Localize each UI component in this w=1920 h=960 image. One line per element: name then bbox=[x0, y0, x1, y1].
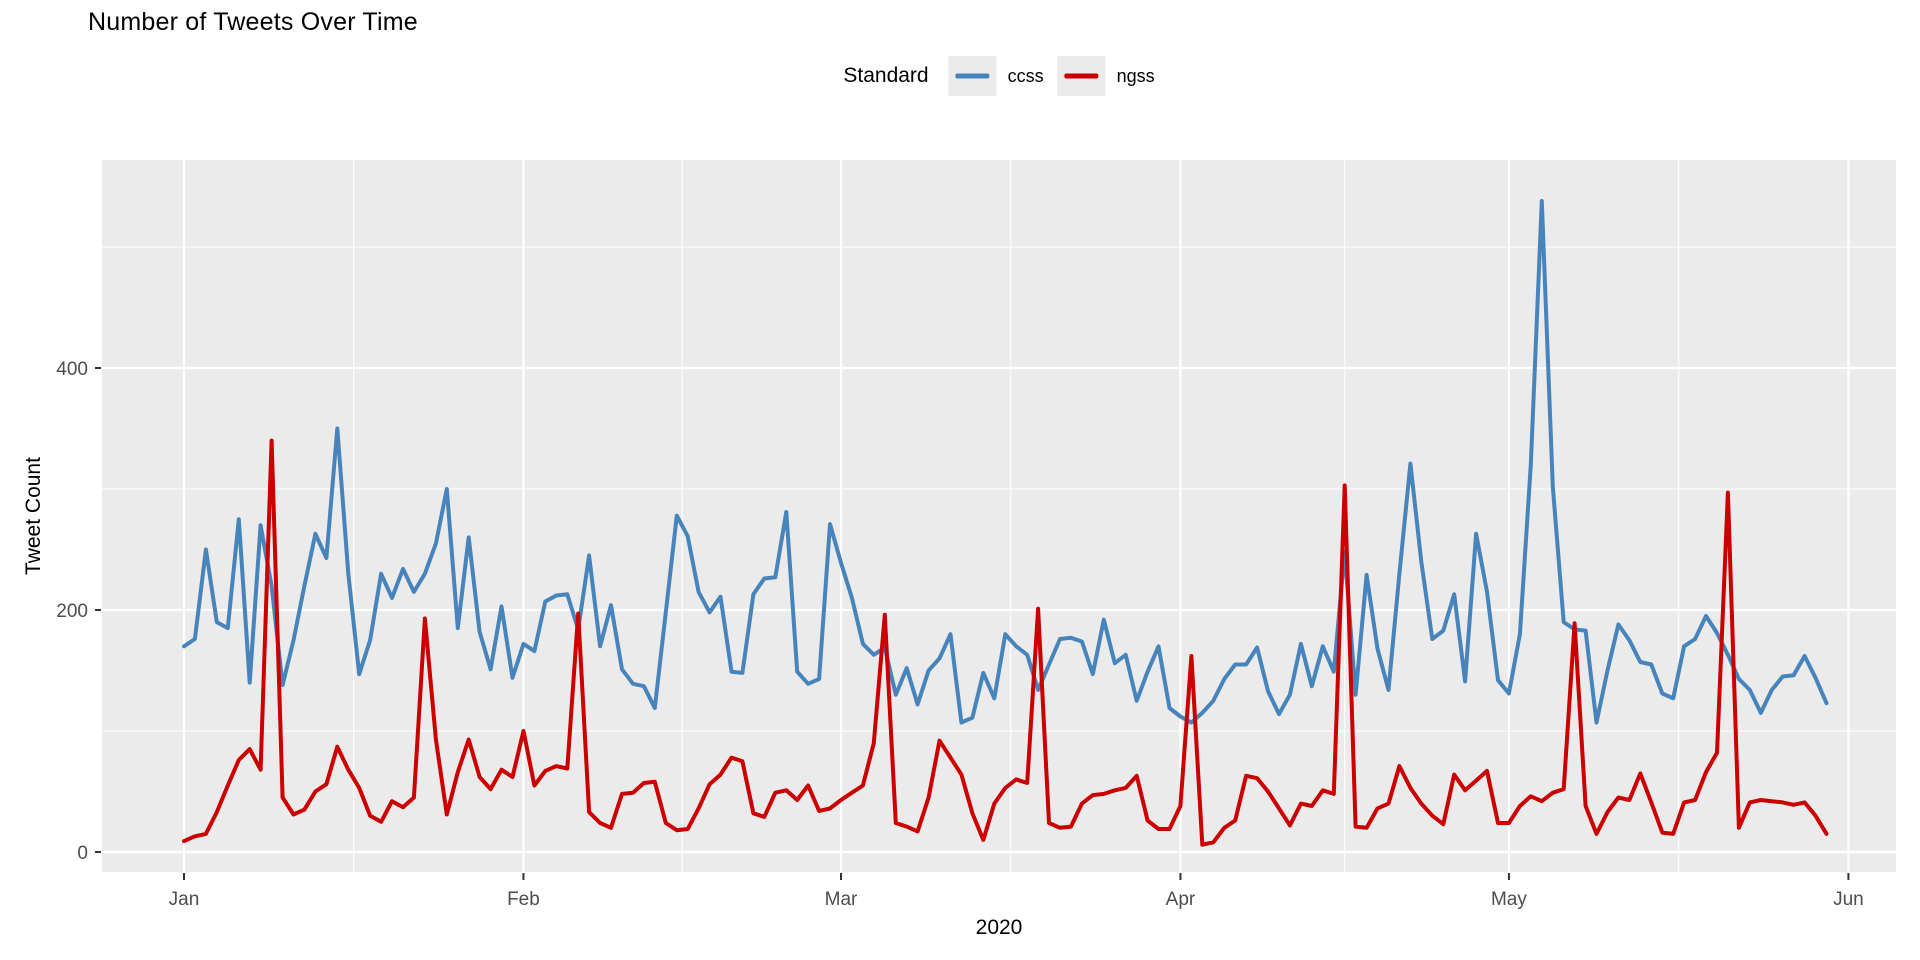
x-axis-title: 2020 bbox=[975, 916, 1023, 939]
ngss-legend-label: ngss bbox=[1116, 65, 1155, 86]
y-tick-label: 200 bbox=[56, 601, 88, 622]
legend-title: Standard bbox=[843, 64, 929, 87]
ngss-legend-key bbox=[1057, 56, 1106, 96]
legend-item-ngss: ngss bbox=[1057, 56, 1155, 96]
x-tick-label: Jan bbox=[169, 889, 200, 910]
plot-panel bbox=[102, 160, 1896, 872]
ccss-line-swatch bbox=[955, 73, 990, 79]
x-tick-label: Mar bbox=[825, 889, 858, 910]
ccss-legend-key bbox=[948, 56, 997, 96]
legend: Standard ccss ngss bbox=[843, 56, 1155, 96]
x-tick-label: Jun bbox=[1833, 889, 1864, 910]
ngss-line bbox=[182, 438, 1829, 847]
ngss-line-swatch bbox=[1064, 73, 1099, 79]
x-tick-label: Apr bbox=[1166, 889, 1196, 910]
y-tick-label: 400 bbox=[56, 359, 88, 380]
x-tick-label: Feb bbox=[507, 889, 540, 910]
x-tick-label: May bbox=[1491, 889, 1527, 910]
ccss-legend-label: ccss bbox=[1007, 65, 1044, 86]
y-tick-label: 0 bbox=[77, 843, 88, 864]
chart-title: Number of Tweets Over Time bbox=[88, 8, 418, 36]
legend-item-ccss: ccss bbox=[948, 56, 1044, 96]
ccss-line bbox=[182, 199, 1829, 725]
